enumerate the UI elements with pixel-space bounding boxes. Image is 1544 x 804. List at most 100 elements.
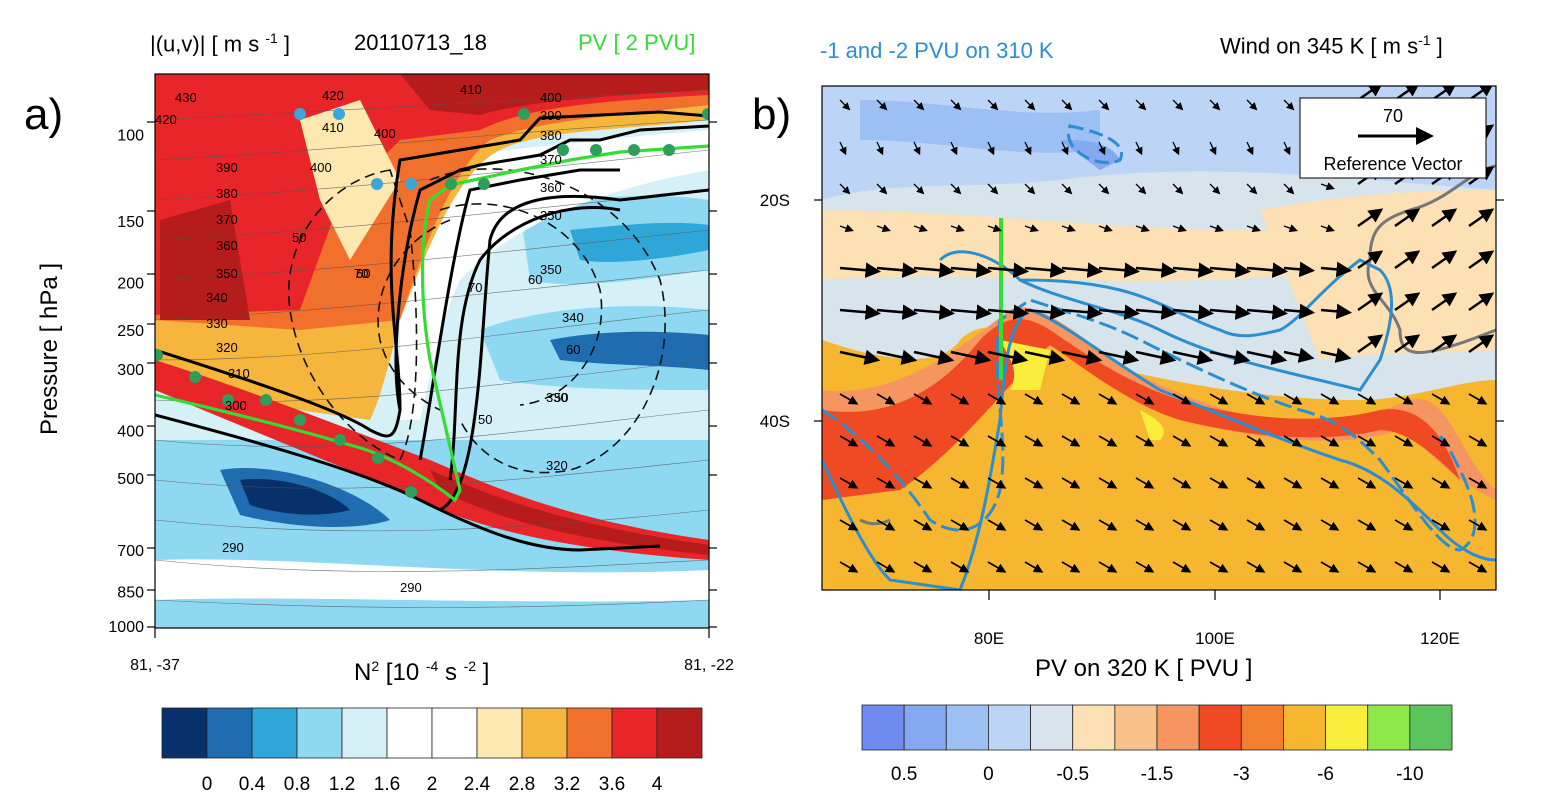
a-theta-label: 340 (562, 310, 584, 325)
wind-arrow (1320, 561, 1340, 573)
a-theta-label: 320 (216, 340, 238, 355)
wind-arrow (1283, 435, 1303, 447)
wind-arrow (1468, 334, 1495, 353)
wind-arrow (1246, 435, 1266, 447)
wind-arrow (1135, 393, 1155, 405)
a-theta-label: 370 (540, 152, 562, 167)
wind-arrow (1098, 304, 1141, 321)
wind-arrow (987, 183, 999, 195)
wind-arrow (1283, 519, 1303, 531)
wind-arrow (1061, 262, 1104, 279)
panel-a-title-center: 20110713_18 (354, 30, 487, 55)
wind-arrow (876, 304, 919, 321)
b-cbar-swatch (1114, 704, 1158, 751)
wind-arrow (1357, 519, 1377, 531)
a-theta-label: 350 (540, 208, 562, 223)
wind-arrow (1357, 393, 1377, 405)
a-ytick-label: 850 (117, 584, 144, 601)
wind-arrow (1394, 477, 1414, 489)
b-cbar-label: -6 (1317, 764, 1334, 785)
wind-arrow (950, 224, 965, 233)
wind-arrow (1024, 393, 1044, 405)
a-wind-label: 70 (468, 280, 482, 295)
panel-a-plot: 100 150 200 250 300 400 500 700 850 1000 81, -37 8… (108, 73, 734, 674)
wind-arrow (1320, 477, 1340, 489)
panel-a-colorbar: 0 0.4 0.8 1.2 1.6 2 2.4 2.8 3.2 3.6 4 (161, 707, 703, 795)
wind-arrow (1394, 292, 1421, 311)
a-theta-label: 420 (322, 88, 344, 103)
a-ytick-label: 500 (117, 471, 144, 488)
wind-arrow (876, 561, 896, 573)
a-ytick-label: 300 (117, 362, 144, 379)
wind-arrow (1468, 561, 1488, 573)
wind-arrow (1135, 519, 1155, 531)
a-cbar-label: 0 (202, 774, 213, 795)
wind-arrow (1061, 224, 1076, 233)
wind-arrow (1209, 435, 1229, 447)
wind-arrow (950, 349, 992, 365)
wind-arrow (987, 519, 1007, 531)
a-cbar-swatch (566, 707, 613, 759)
wind-arrow (950, 141, 958, 156)
wind-arrow (1431, 292, 1458, 311)
wind-arrow (839, 141, 847, 156)
b-cbar-label: 0.5 (891, 764, 917, 785)
wind-arrow (1394, 519, 1414, 531)
b-cbar-swatch (1367, 704, 1411, 751)
b-cbar-swatch (1409, 704, 1453, 751)
a-cbar-swatch (611, 707, 658, 759)
wind-arrow (1172, 262, 1215, 279)
wind-arrow (1431, 208, 1458, 227)
a-cbar-label: 1.2 (329, 774, 355, 795)
wind-arrow (987, 477, 1007, 489)
wind-arrow (1246, 99, 1258, 111)
a-theta-label: 330 (206, 316, 228, 331)
a-cbar-label: 3.6 (599, 774, 625, 795)
panel-a-title-left: |(u,v)| [ m s -1 ] (150, 30, 291, 57)
wind-arrow (1431, 393, 1451, 405)
ref-vector-label: Reference Vector (1323, 154, 1462, 174)
wind-arrow (876, 183, 888, 195)
wind-arrow (1468, 250, 1495, 269)
a-wind-label: 50 (554, 390, 568, 405)
wind-arrow (913, 349, 955, 365)
a-cbar-swatch (431, 707, 478, 759)
wind-arrow (950, 435, 970, 447)
wind-arrow (1468, 208, 1495, 227)
wind-arrow (839, 561, 859, 573)
wind-arrow (1098, 477, 1118, 489)
wind-arrow (1394, 561, 1414, 573)
b-cbar-swatch (1030, 704, 1074, 751)
wind-arrow (1246, 519, 1266, 531)
a-theta-label: 390 (216, 160, 238, 175)
a-wind-label: 60 (356, 266, 370, 281)
a-theta-label: 420 (155, 112, 177, 127)
wind-arrow (876, 99, 888, 111)
wind-arrow (1283, 183, 1295, 195)
wind-arrow (1246, 349, 1288, 365)
wind-arrow (913, 141, 921, 156)
wind-arrow (1061, 477, 1081, 489)
wind-arrow (839, 304, 882, 321)
b-cbar-label: -1.5 (1141, 764, 1174, 785)
wind-arrow (1098, 262, 1141, 279)
wind-arrow (1246, 224, 1261, 233)
wind-arrow (839, 99, 851, 111)
a-cbar-swatch (521, 707, 568, 759)
panel-b-colorbar: 0.5 0 -0.5 -1.5 -3 -6 -10 (861, 704, 1453, 785)
wind-arrow (913, 224, 928, 233)
wind-arrow (1172, 99, 1184, 111)
b-ytick-label: 20S (760, 191, 790, 210)
wind-arrow (1061, 393, 1081, 405)
wind-arrow (1172, 519, 1192, 531)
wind-arrow (987, 141, 995, 156)
wind-arrow (1098, 224, 1113, 233)
b-cbar-swatch (1198, 704, 1242, 751)
panel-b-title-right: Wind on 345 K [ m s-1 ] (1220, 32, 1443, 59)
a-theta-label: 430 (175, 90, 197, 105)
wind-arrow (839, 477, 859, 489)
wind-arrow (876, 435, 896, 447)
wind-arrow (1246, 477, 1266, 489)
wind-arrow (1431, 250, 1458, 269)
wind-arrow (913, 99, 925, 111)
